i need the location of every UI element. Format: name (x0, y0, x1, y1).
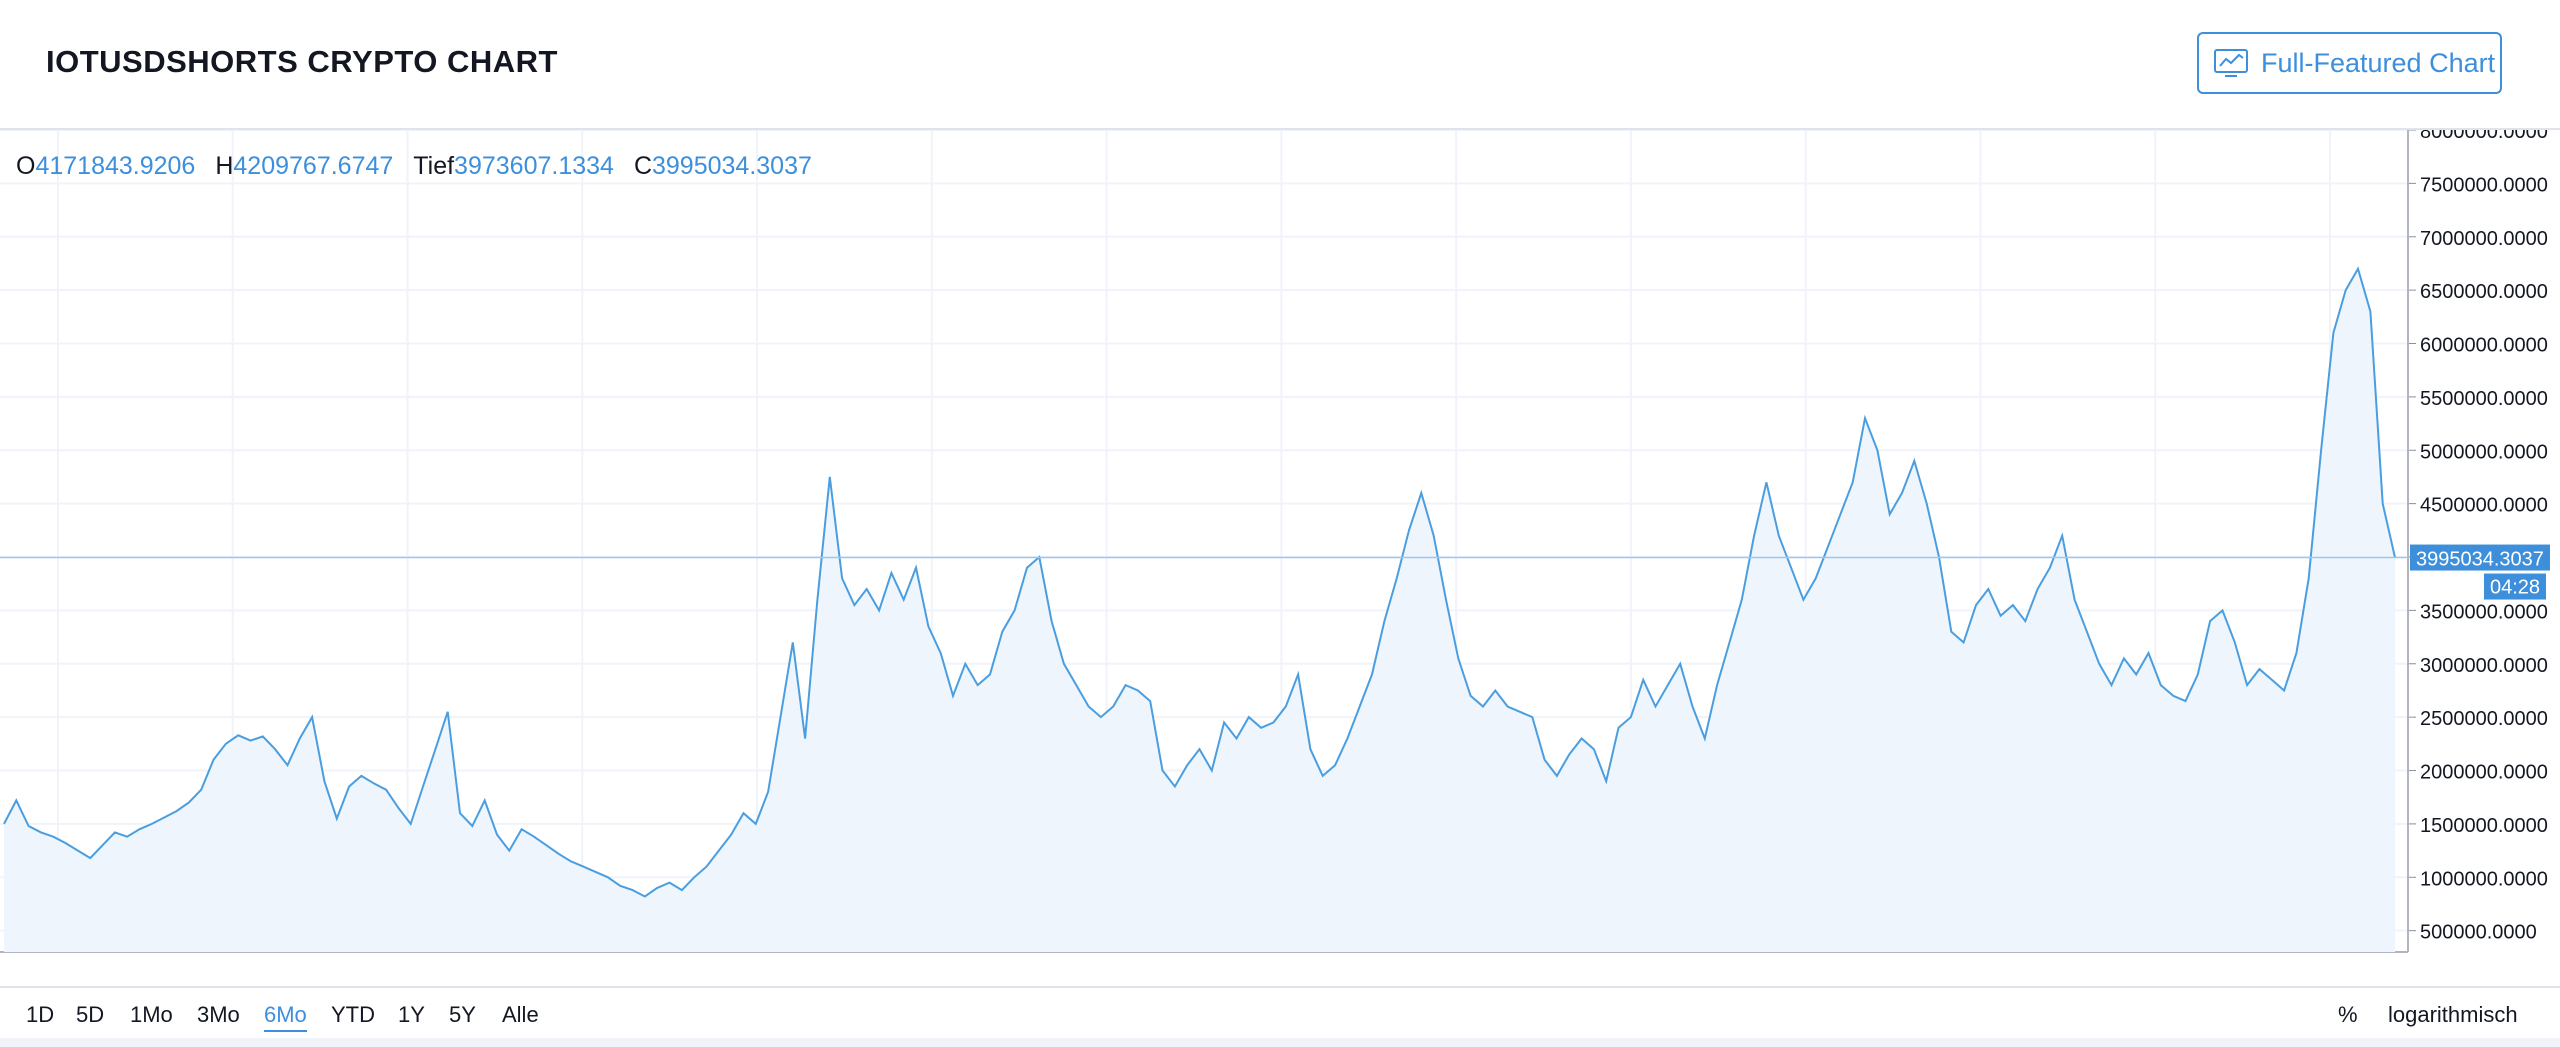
last-price-label: 3995034.3037 (2416, 549, 2544, 571)
y-tick-label: 6000000.0000 (2420, 335, 2548, 357)
y-tick-label: 3000000.0000 (2420, 655, 2548, 677)
series-area (4, 268, 2395, 952)
low-value: 3973607.1334 (454, 152, 614, 180)
log-scale-toggle[interactable]: logarithmisch (2388, 1002, 2518, 1027)
y-tick-label: 1000000.0000 (2420, 868, 2548, 890)
y-tick-label: 7000000.0000 (2420, 228, 2548, 250)
range-toolbar: 1D 5D 1Mo 3Mo 6Mo YTD 1Y 5Y Alle % logar… (0, 986, 2560, 1038)
y-tick-label: 500000.0000 (2420, 922, 2537, 944)
full-featured-chart-button[interactable]: Full-Featured Chart (2197, 32, 2502, 94)
y-tick-label: 8000000.0000 (2420, 130, 2548, 143)
chart-line-icon (2214, 49, 2248, 77)
range-1mo-button[interactable]: 1Mo (130, 1002, 173, 1027)
low-label: Tief (413, 152, 455, 180)
range-5d-button[interactable]: 5D (76, 1002, 105, 1027)
price-chart[interactable]: 500000.0000 1000000.0000 1500000.0000 20000… (0, 130, 2560, 953)
y-tick-label: 7500000.0000 (2420, 174, 2548, 196)
last-price-tag (2410, 544, 2550, 571)
range-1y-button[interactable]: 1Y (398, 1002, 425, 1027)
y-tick-label: 3500000.0000 (2420, 601, 2548, 623)
chart-header: IOTUSDSHORTS CRYPTO CHART Full-Featured … (0, 0, 2560, 130)
countdown-label: 04:28 (2490, 577, 2540, 599)
range-3mo-button[interactable]: 3Mo (197, 1002, 240, 1027)
close-value: 3995034.3037 (652, 152, 812, 180)
range-ytd-button[interactable]: YTD (331, 1002, 375, 1027)
y-tick-label: 4500000.0000 (2420, 495, 2548, 517)
bottom-strip (0, 1038, 2560, 1047)
y-tick-label: 2500000.0000 (2420, 708, 2548, 730)
percent-scale-toggle[interactable]: % (2338, 1002, 2358, 1027)
range-1d-button[interactable]: 1D (26, 1002, 55, 1027)
y-tick-label: 6500000.0000 (2420, 281, 2548, 303)
open-label: O (16, 152, 36, 180)
countdown-tag (2484, 573, 2546, 600)
high-label: H (215, 152, 234, 180)
high-value: 4209767.6747 (233, 152, 394, 180)
range-6mo-button[interactable]: 6Mo (264, 1002, 307, 1032)
range-5y-button[interactable]: 5Y (449, 1002, 476, 1027)
y-tick-label: 5500000.0000 (2420, 388, 2548, 410)
y-tick-label: 2000000.0000 (2420, 762, 2548, 784)
page-title: IOTUSDSHORTS CRYPTO CHART (46, 44, 558, 79)
y-tick-label: 1500000.0000 (2420, 815, 2548, 837)
close-label: C (633, 152, 652, 180)
y-tick-label: 5000000.0000 (2420, 441, 2548, 463)
range-all-button[interactable]: Alle (502, 1002, 539, 1027)
chart-area[interactable]: 500000.0000 1000000.0000 1500000.0000 20000… (0, 130, 2560, 953)
series-line (3, 266, 2396, 898)
full-featured-chart-label: Full-Featured Chart (2261, 47, 2496, 78)
open-value: 4171843.9206 (35, 152, 196, 180)
ohlc-legend: O 4171843.9206 H 4209767.6747 Tief 39736… (16, 152, 832, 181)
